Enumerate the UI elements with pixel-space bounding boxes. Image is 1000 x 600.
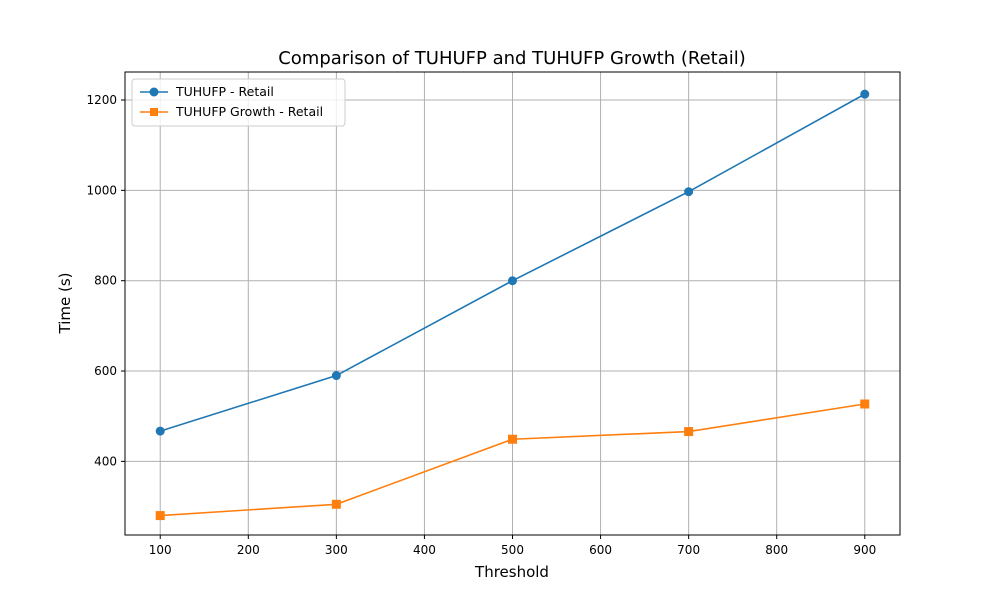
- y-tick-label: 1200: [86, 93, 117, 107]
- data-point: [508, 434, 517, 444]
- x-tick-label: 800: [765, 543, 788, 557]
- y-tick-label: 600: [94, 364, 117, 378]
- x-tick-label: 400: [413, 543, 436, 557]
- series-1: [155, 399, 870, 521]
- y-tick-label: 1000: [86, 183, 117, 197]
- y-tick-label: 800: [94, 274, 117, 288]
- data-point: [331, 499, 341, 509]
- grid-lines: [125, 72, 900, 535]
- x-tick-label: 200: [237, 543, 260, 557]
- legend-box: [131, 78, 346, 127]
- data-point: [684, 427, 694, 437]
- x-axis-ticks: 100 200 300 400 500 600 700 800 900: [149, 535, 876, 557]
- data-point: [331, 371, 341, 381]
- data-point: [508, 276, 517, 286]
- chart-title: Comparison of TUHUFP and TUHUFP Growth (…: [278, 48, 746, 69]
- x-tick-label: 300: [325, 543, 348, 557]
- series-layer: [155, 89, 870, 521]
- x-tick-label: 100: [149, 543, 172, 557]
- y-axis-label: Time (s): [56, 273, 74, 335]
- legend-label-tuhufp-growth: TUHUFP Growth - Retail: [175, 104, 323, 119]
- legend-marker-tuhufp-growth: [150, 108, 158, 116]
- y-tick-label: 400: [94, 454, 117, 468]
- x-tick-label: 700: [677, 543, 700, 557]
- legend-marker-tuhufp: [149, 87, 159, 97]
- data-point: [684, 187, 694, 197]
- y-axis-ticks: 400 600 800 1000 1200: [86, 93, 125, 468]
- x-axis-label: Threshold: [474, 563, 549, 581]
- series-0: [155, 89, 870, 436]
- data-point: [155, 426, 165, 436]
- data-point: [155, 511, 165, 521]
- data-point: [860, 399, 870, 409]
- legend: TUHUFP - Retail TUHUFP Growth - Retail: [131, 78, 346, 127]
- legend-label-tuhufp: TUHUFP - Retail: [175, 84, 274, 99]
- x-tick-label: 600: [589, 543, 612, 557]
- data-point: [860, 89, 870, 99]
- x-tick-label: 500: [501, 543, 524, 557]
- x-tick-label: 900: [853, 543, 876, 557]
